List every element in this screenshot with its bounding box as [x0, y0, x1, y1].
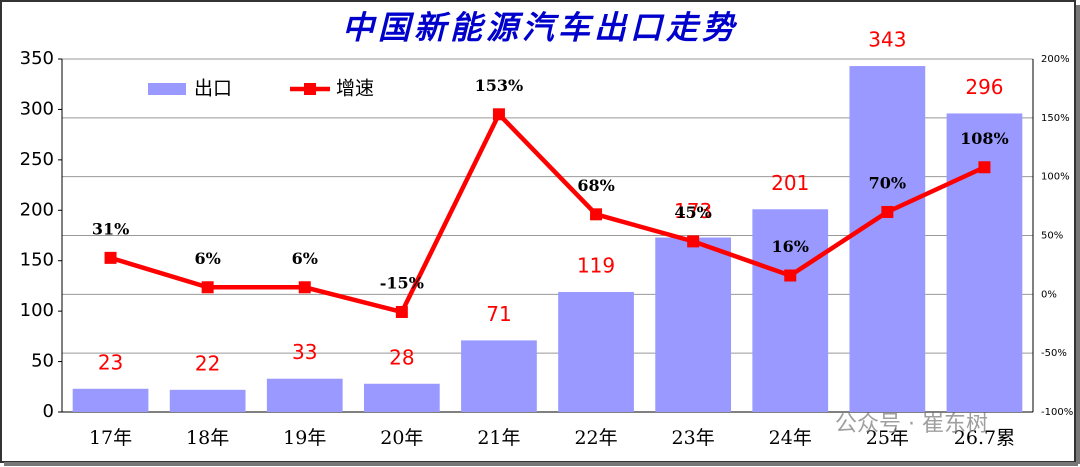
- y2-tick-label: 100%: [1041, 172, 1070, 183]
- bar: [752, 209, 829, 412]
- line-marker: [590, 208, 603, 221]
- bar: [363, 383, 440, 412]
- line-marker: [492, 108, 505, 121]
- bar-label: 33: [292, 340, 317, 364]
- line-marker: [201, 281, 214, 294]
- legend-swatch: [148, 83, 186, 95]
- y2-tick-label: -50%: [1041, 348, 1067, 359]
- x-tick-label: 19年: [283, 427, 326, 449]
- line-marker: [104, 251, 117, 264]
- bar-label: 201: [771, 171, 809, 195]
- bar-label: 119: [577, 253, 615, 277]
- y-tick-label: 0: [43, 401, 54, 422]
- bar-label: 71: [486, 302, 511, 326]
- y-tick-label: 300: [20, 98, 54, 119]
- bar: [946, 113, 1023, 412]
- line-label: 68%: [577, 176, 614, 195]
- y-tick-label: 250: [20, 149, 54, 170]
- x-tick-label: 22年: [574, 427, 617, 449]
- line-marker: [687, 235, 700, 248]
- line-label: -15%: [380, 273, 424, 292]
- x-tick-label: 23年: [672, 427, 715, 449]
- line-marker: [298, 281, 311, 294]
- line-label: 153%: [475, 76, 524, 95]
- legend-label: 增速: [336, 78, 374, 100]
- bar-label: 296: [965, 75, 1003, 99]
- bar-label: 173: [674, 199, 712, 223]
- watermark: 公众号 · 崔东树: [835, 412, 988, 437]
- line-label: 45%: [674, 203, 711, 222]
- y-tick-label: 50: [31, 351, 54, 372]
- line-label: 6%: [292, 249, 318, 268]
- y2-tick-label: 150%: [1041, 113, 1070, 124]
- bar: [266, 378, 343, 412]
- line-label: 70%: [869, 173, 906, 192]
- bar-label: 343: [868, 28, 906, 52]
- line-marker: [784, 269, 797, 282]
- y2-tick-label: 50%: [1041, 231, 1063, 242]
- chart-title: 中国新能源汽车出口走势: [342, 9, 738, 47]
- line-label: 6%: [194, 249, 220, 268]
- x-tick-label: 26.7累: [954, 427, 1015, 449]
- bar-label: 22: [195, 351, 220, 375]
- line-label: 16%: [772, 237, 809, 256]
- x-tick-label: 21年: [477, 427, 520, 449]
- line: [109, 110, 986, 315]
- bar-label: 23: [98, 350, 123, 374]
- line-marker: [881, 205, 894, 218]
- x-tick-label: 25年: [866, 427, 909, 449]
- y2-tick-label: 0%: [1041, 289, 1057, 300]
- bar: [849, 66, 926, 412]
- line-marker: [395, 305, 408, 318]
- bar: [169, 389, 246, 412]
- legend-label: 出口: [194, 78, 232, 100]
- y-tick-label: 100: [20, 300, 54, 321]
- bar: [655, 237, 732, 412]
- legend-marker: [304, 83, 316, 95]
- bar-label: 28: [389, 345, 414, 369]
- x-tick-label: 20年: [380, 427, 423, 449]
- y-tick-label: 200: [20, 199, 54, 220]
- line-marker: [978, 161, 991, 174]
- x-tick-label: 18年: [186, 427, 229, 449]
- bar: [461, 340, 537, 412]
- line-label: 108%: [960, 129, 1009, 148]
- bar: [558, 291, 634, 412]
- x-tick-label: 17年: [89, 427, 132, 449]
- bar: [72, 388, 149, 412]
- y2-tick-label: 200%: [1041, 54, 1070, 65]
- y-tick-label: 150: [20, 250, 54, 271]
- y-tick-label: 350: [20, 48, 54, 69]
- line-label: 31%: [92, 219, 129, 238]
- x-tick-label: 24年: [769, 427, 812, 449]
- y2-tick-label: -100%: [1041, 407, 1073, 418]
